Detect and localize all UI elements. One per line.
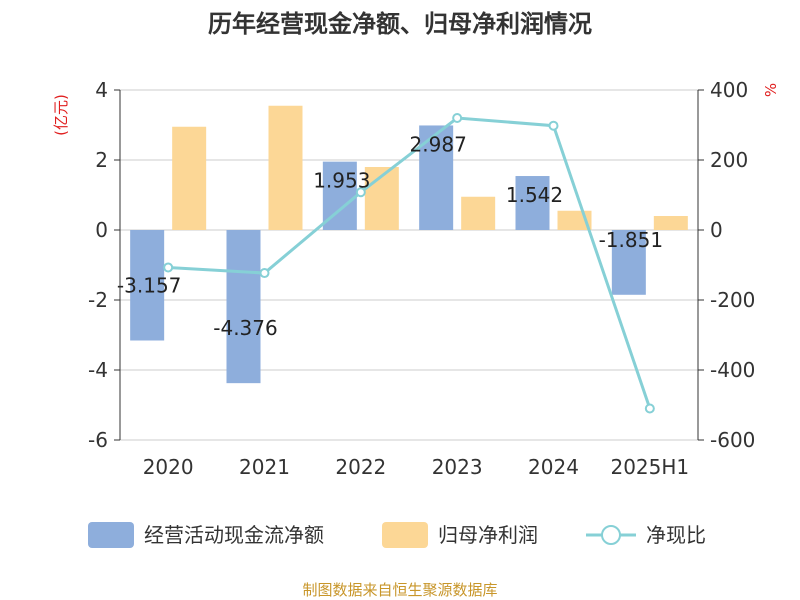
data-labels: -3.157 -4.376 1.953 2.987 1.542 -1.851 xyxy=(117,132,663,340)
bar-operating-cash-flow xyxy=(611,230,646,295)
ratio-point xyxy=(548,120,559,131)
chart-title: 历年经营现金净额、归母净利润情况 xyxy=(208,10,592,38)
bar-operating-cash-flow xyxy=(226,230,261,384)
ratio-point xyxy=(644,403,655,414)
x-tick-label: 2025H1 xyxy=(610,455,689,479)
source-note: 制图数据来自恒生聚源数据库 xyxy=(302,581,497,599)
data-label: 1.953 xyxy=(313,169,370,193)
y-right-tick-label: -600 xyxy=(710,428,755,452)
legend-swatch xyxy=(88,522,134,548)
y-right-unit-label: % xyxy=(762,83,780,97)
y-left-unit-label: (亿元) xyxy=(52,94,70,136)
legend-swatch xyxy=(382,522,428,548)
axes: -6 -4 -2 0 2 4 -600 -400 -200 0 200 400 2020 2021 2022… xyxy=(88,78,755,479)
bar-operating-cash-flow xyxy=(515,176,550,230)
bar-net-profit xyxy=(268,105,303,230)
bar-operating-cash-flow xyxy=(130,230,165,341)
y-right-tick-label: -200 xyxy=(710,288,755,312)
ratio-line xyxy=(163,113,655,414)
legend-marker xyxy=(601,525,621,545)
y-left-tick-label: -6 xyxy=(88,428,108,452)
legend-label: 经营活动现金流净额 xyxy=(144,523,324,547)
legend-label: 净现比 xyxy=(646,523,706,547)
ratio-point xyxy=(452,113,463,123)
legend: 经营活动现金流净额 归母净利润 净现比 xyxy=(88,522,706,548)
x-tick-label: 2023 xyxy=(432,455,483,479)
x-tick-label: 2022 xyxy=(335,455,386,479)
y-right-tick-label: 0 xyxy=(710,218,723,242)
grid-lines xyxy=(120,89,698,441)
y-left-tick-label: -4 xyxy=(88,358,108,382)
bar-net-profit xyxy=(461,196,496,230)
ratio-point xyxy=(163,262,174,273)
bars xyxy=(130,105,688,384)
data-label: 1.542 xyxy=(506,183,563,207)
y-left-tick-label: 0 xyxy=(95,218,108,242)
data-label: 2.987 xyxy=(410,132,467,156)
x-tick-label: 2020 xyxy=(143,455,194,479)
y-left-tick-label: 2 xyxy=(95,148,108,172)
bar-net-profit xyxy=(172,126,207,230)
x-tick-label: 2024 xyxy=(528,455,579,479)
x-tick-label: 2021 xyxy=(239,455,290,479)
y-right-tick-label: 400 xyxy=(710,78,748,102)
y-right-tick-label: -400 xyxy=(710,358,755,382)
data-label: -3.157 xyxy=(117,273,181,297)
y-left-tick-label: 4 xyxy=(95,78,108,102)
data-label: -4.376 xyxy=(213,316,277,340)
ratio-point xyxy=(259,268,270,279)
legend-label: 归母净利润 xyxy=(438,523,538,547)
data-label: -1.851 xyxy=(599,228,663,252)
y-left-tick-label: -2 xyxy=(88,288,108,312)
bar-net-profit xyxy=(653,216,688,230)
ratio-line-path xyxy=(168,116,652,409)
y-right-tick-label: 200 xyxy=(710,148,748,172)
ratio-point xyxy=(355,187,366,198)
